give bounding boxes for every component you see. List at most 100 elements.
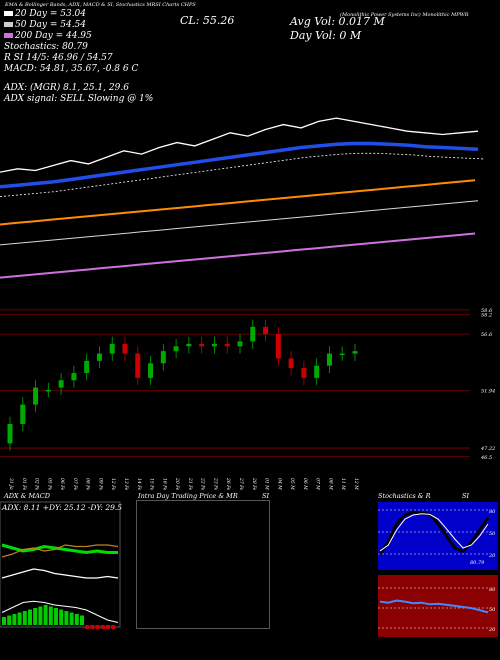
date-tick-label: 01 Mar [264, 478, 270, 490]
stoch-tick-label: 50 [489, 531, 496, 537]
candle-body [148, 363, 154, 378]
si-tick-label: 50 [489, 607, 496, 613]
date-tick-label: 06 Mar [302, 478, 308, 490]
ema-200day-line [0, 200, 479, 246]
candle-body [199, 343, 205, 347]
close-price-label: CL: 55.26 [180, 14, 235, 27]
macd-histogram-bar [48, 606, 53, 625]
date-tick-label: 07 Mar [315, 478, 321, 490]
legend-200day: 200 Day = 44.95 [4, 31, 153, 42]
macd-histogram-bar [64, 611, 69, 625]
candle-body [96, 353, 102, 361]
candle-body [7, 424, 13, 444]
chart-title: EMA & Bollinger Bands, ADX, MACD & SI, S… [5, 2, 196, 8]
candle-body [71, 373, 77, 381]
macd-histogram-bar [33, 608, 38, 625]
date-tick-label: 20 Feb [174, 477, 180, 490]
ema-legend: 20 Day = 53.04 50 Day = 54.54 200 Day = … [4, 9, 153, 105]
candle-body [122, 343, 128, 354]
price-tick-label: 47.22 [480, 446, 495, 452]
price-tick-label: 58.2 [481, 313, 492, 319]
legend-adx: ADX: (MGR) 8.1, 25.1, 29.6 [4, 83, 129, 93]
macd-histogram-bar [28, 609, 32, 625]
price-tick-label: 56.6 [481, 332, 493, 338]
candle-body [33, 387, 39, 405]
candle-body [326, 353, 332, 366]
macd-histogram-bar [100, 625, 105, 629]
date-tick-label: 13 Feb [123, 478, 129, 490]
swatch-50day-icon [4, 22, 13, 27]
stoch-tick-label: 20 [488, 553, 496, 559]
price-tick-label: 51.94 [481, 389, 495, 395]
legend-stochastics: Stochastics: 80.79 [4, 42, 88, 52]
chart-title-company: (Monolithic Power Systems Inc) Monolithi… [340, 12, 469, 18]
legend-adx-signal: ADX signal: SELL Slowing @ 1% [4, 94, 154, 104]
date-tick-label: 08 Feb [85, 478, 91, 490]
date-tick-label: 12 Feb [110, 478, 116, 490]
si-tick-label: 20 [488, 627, 496, 633]
macd-histogram-bar [95, 625, 100, 629]
adx-chart: ADX: 8.11 +DY: 25.12 -DY: 29.56 [0, 501, 122, 629]
minus-dy-line [1, 544, 119, 558]
ema-purple-line [0, 232, 476, 279]
date-tick-label: 01 Feb [21, 478, 27, 490]
price-tick-label: 46.5 [480, 455, 492, 461]
macd-histogram-bar [17, 612, 22, 625]
adx-panel-frame [0, 501, 121, 628]
macd-histogram-bar [38, 606, 43, 625]
date-tick-label: 04 Mar [276, 478, 282, 490]
legend-macd: MACD: 54.81, 35.67, -0.8 6 C [4, 64, 139, 74]
date-tick-label: 05 Feb [46, 478, 52, 490]
candle-body [109, 343, 115, 354]
stochastics-signal-line [379, 513, 489, 552]
ema-dotted-line [0, 152, 486, 197]
date-tick-label: 12 Mar [353, 478, 359, 490]
macd-histogram-bar [85, 625, 90, 629]
avg-volume-label: Avg Vol: 0.017 M [290, 15, 385, 28]
stoch-panel-si: SI [462, 492, 470, 500]
macd-histogram-bar [43, 605, 48, 625]
date-tick-label: 02 Feb [34, 478, 40, 490]
legend-si: R SI 14/5: 46.96 / 54.57 [4, 53, 113, 63]
macd-histogram-bar [12, 614, 17, 625]
stoch-panel-title: Stochastics & R [378, 492, 431, 500]
date-tick-label: 26 Feb [225, 477, 231, 490]
candle-body [224, 343, 230, 347]
candle-body [135, 353, 141, 378]
si-tick-label: 80 [489, 587, 496, 593]
date-tick-label: 22 Feb [200, 477, 206, 490]
stoch-tick-label: 80 [489, 509, 496, 515]
candle-body [20, 404, 26, 424]
macd-histogram-bar [2, 617, 6, 625]
date-tick-label: 21 Feb [187, 477, 193, 490]
candle-body [263, 326, 269, 335]
date-tick-label: 05 Mar [289, 478, 295, 490]
date-tick-label: 09 Feb [97, 478, 103, 490]
ema-50day-line [0, 141, 479, 189]
candlestick-chart: 58.658.2 56.6 51.94 47.22 46.5 31 Jan 01 Feb 02… [0, 308, 495, 490]
legend-50day: 50 Day = 54.54 [4, 20, 153, 31]
intraday-chart [136, 500, 270, 629]
candle-body [275, 334, 281, 359]
ema-chart [0, 117, 486, 279]
date-tick-label: 28 Feb [251, 477, 257, 490]
date-tick-label: 14 Feb [136, 478, 142, 490]
adx-panel-title: ADX & MACD [4, 492, 50, 500]
candle-body [301, 368, 307, 378]
macd-histogram-bar [74, 614, 79, 625]
date-tick-label: 11 Mar [340, 478, 346, 490]
candle-body [45, 390, 51, 392]
intraday-panel-title: Intra Day Trading Price & MR [138, 492, 238, 500]
adx-line [1, 568, 119, 579]
candle-body [186, 343, 192, 347]
candle-body [58, 380, 64, 388]
candle-body [84, 360, 90, 373]
candle-body [250, 326, 256, 342]
macd-histogram-bar [69, 612, 74, 625]
macd-histogram-bar [54, 608, 58, 625]
price-tick-label: 58.6 [481, 308, 493, 314]
legend-20day: 20 Day = 53.04 [4, 9, 153, 20]
date-tick-label: 16 Feb [161, 478, 167, 490]
date-tick-label: 23 Feb [212, 477, 218, 490]
